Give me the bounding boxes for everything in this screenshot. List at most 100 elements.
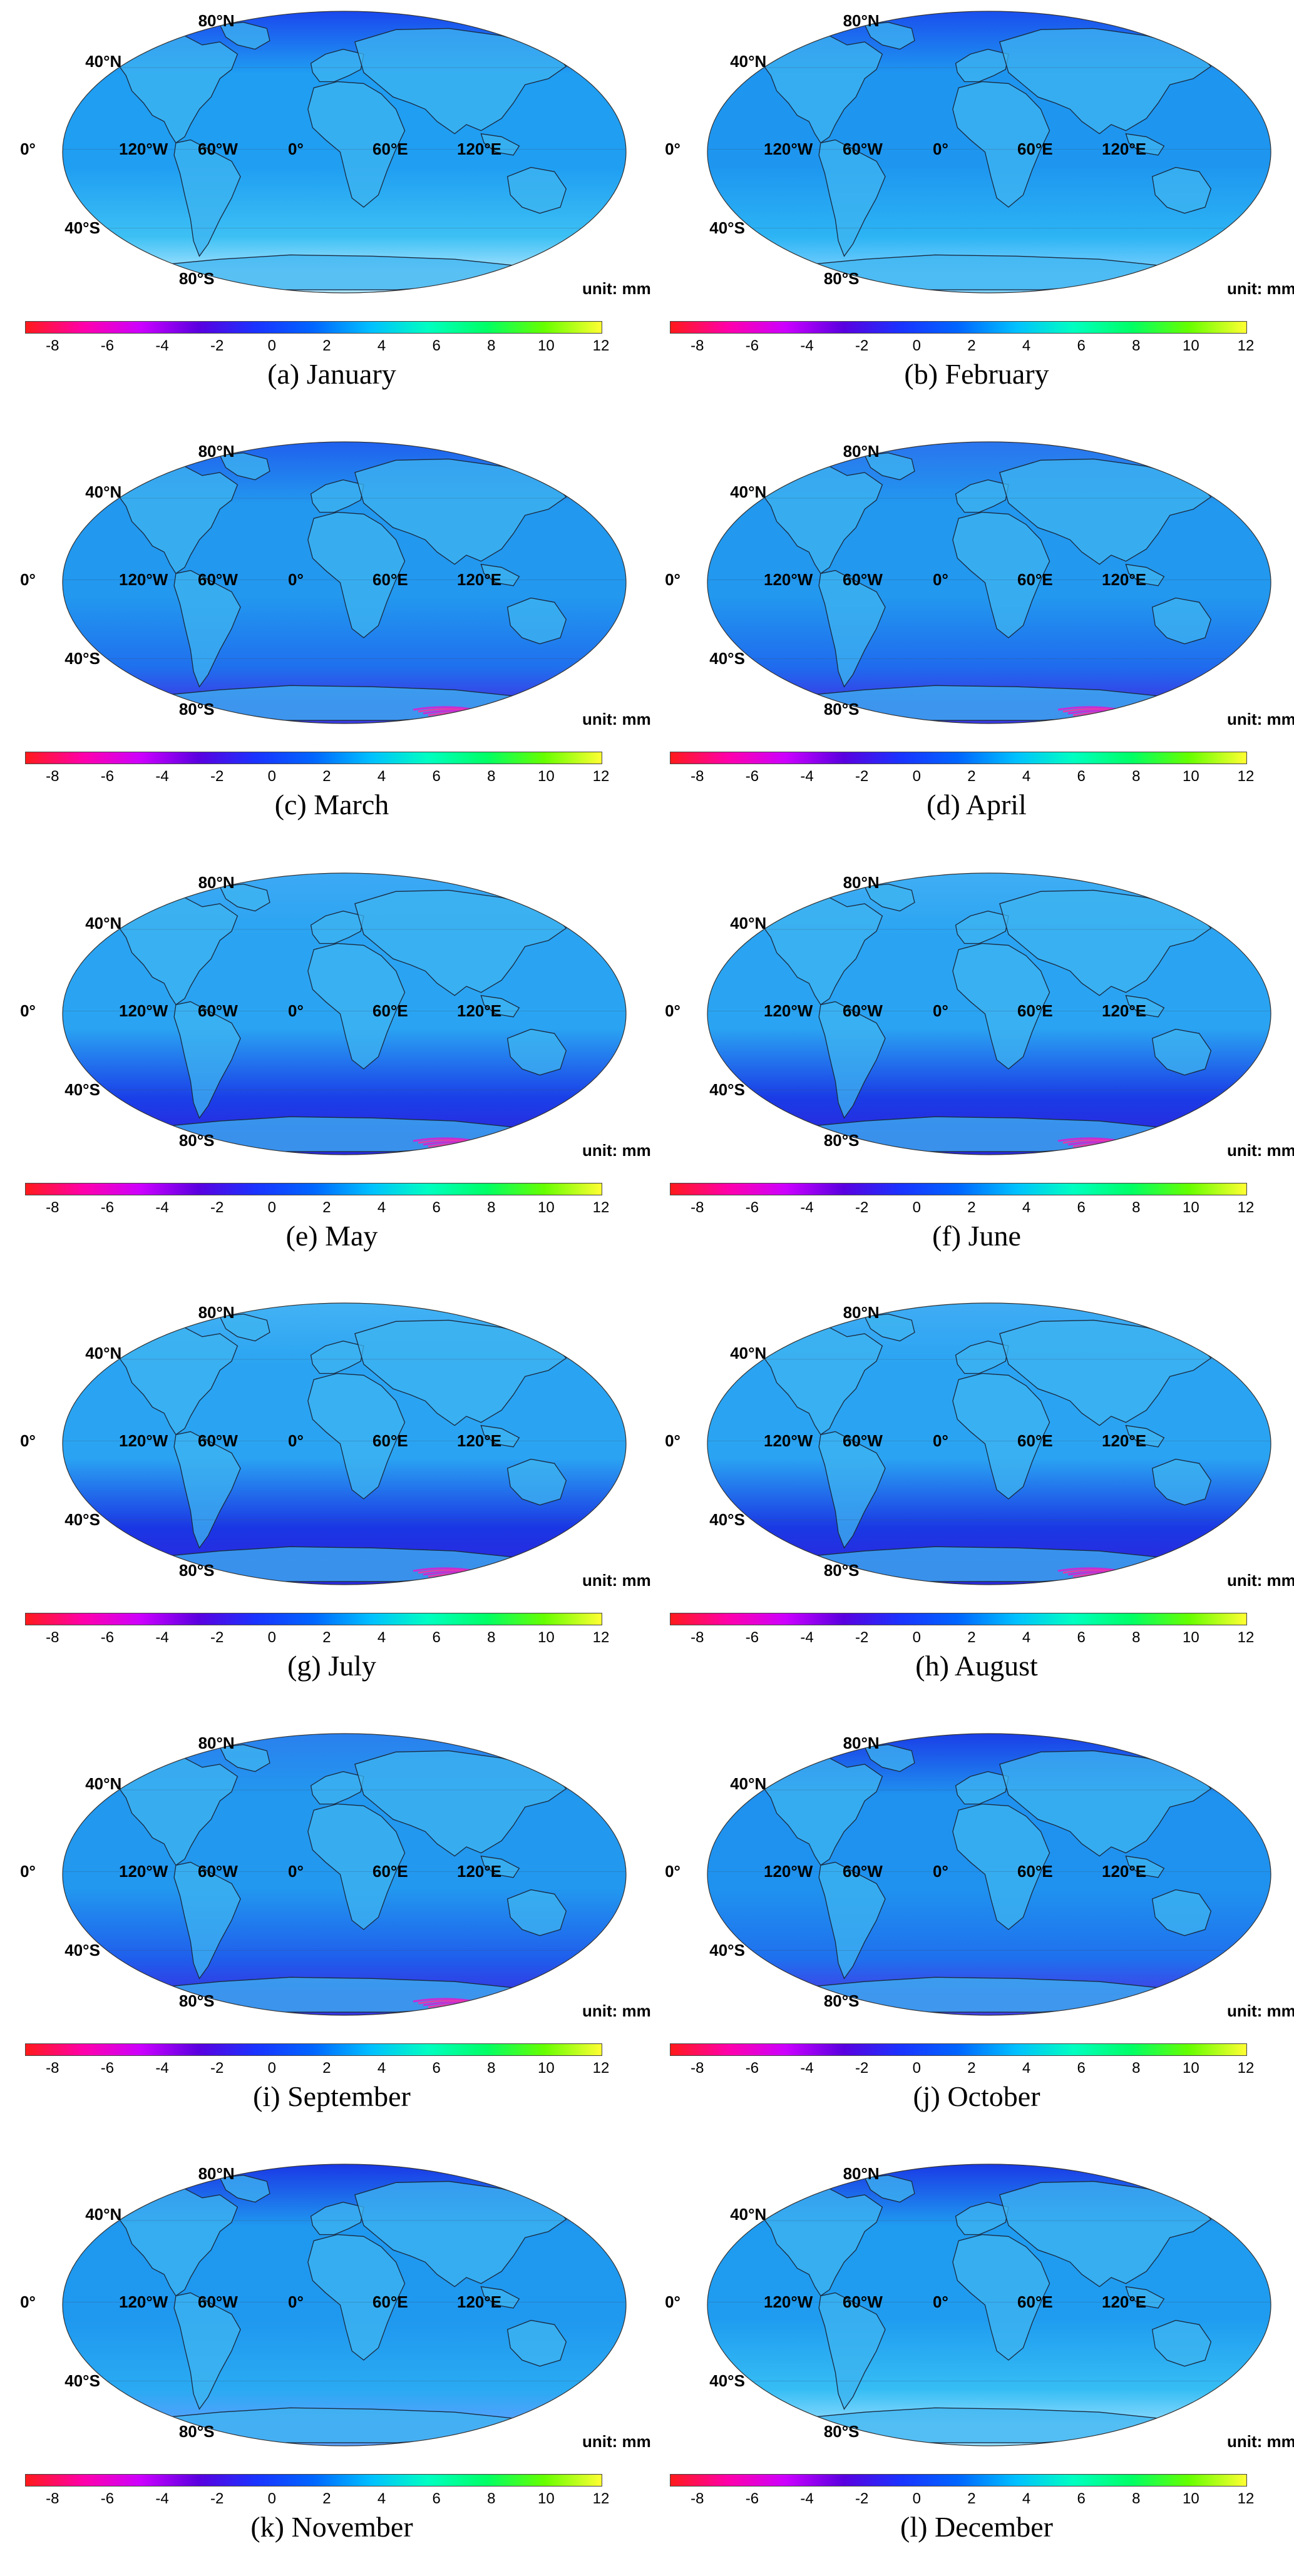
latitude-label: 80°N xyxy=(198,1733,235,1752)
continent-outline xyxy=(955,479,1009,513)
latitude-label: 80°N xyxy=(843,2164,880,2183)
colorbar-tick-label: 12 xyxy=(1237,337,1255,354)
continent-outline xyxy=(480,994,520,1018)
continent-outline xyxy=(307,81,406,208)
colorbar-tick-label: 4 xyxy=(1022,337,1031,354)
latitude-label: 40°S xyxy=(64,1080,100,1099)
latitude-label: 40°S xyxy=(709,1080,745,1099)
colorbar-tick-label: 0 xyxy=(912,768,921,785)
continent-outline xyxy=(1151,1889,1212,1936)
latitude-label: 80°S xyxy=(178,699,215,718)
colorbar-tick-label: 4 xyxy=(377,1199,386,1216)
continent-outline xyxy=(219,1744,270,1772)
colorbar-tick-label: -2 xyxy=(855,1629,869,1646)
antarctic-anomaly-band xyxy=(428,1143,579,1154)
colorbar xyxy=(670,752,1247,764)
antarctic-anomaly-band xyxy=(433,1145,584,1155)
antarctic-anomaly-band xyxy=(443,2009,594,2015)
colorbar-tick-label: 8 xyxy=(1132,337,1141,354)
unit-label: unit: mm xyxy=(582,2001,651,2020)
robinson-map xyxy=(62,1733,627,2016)
continent-outline xyxy=(752,458,883,575)
colorbar-tick-label: -6 xyxy=(100,1199,115,1216)
continent-outline xyxy=(480,133,520,156)
colorbar-tick-label: 12 xyxy=(592,1629,610,1646)
latitude-label: 40°N xyxy=(730,914,767,933)
latitude-label: 40°S xyxy=(64,1940,100,1960)
longitude-label: 60°W xyxy=(198,1001,238,1020)
latitude-label: 0° xyxy=(20,1431,36,1450)
latitude-label: 40°N xyxy=(85,52,122,71)
colorbar-tick-label: 4 xyxy=(1022,768,1031,785)
robinson-map xyxy=(62,1302,627,1585)
continent-outline xyxy=(864,883,915,912)
continent-outline xyxy=(173,139,241,257)
antarctic-anomaly-band xyxy=(433,1575,584,1585)
longitude-label: 120°E xyxy=(457,139,502,158)
colorbar-tick-label: -8 xyxy=(46,2060,59,2077)
colorbar-tick-label: -2 xyxy=(855,1199,869,1216)
continent-outline xyxy=(506,1028,567,1076)
panel-caption: (h) August xyxy=(915,1650,1038,1682)
continent-outline xyxy=(955,2201,1009,2236)
continent-outline xyxy=(818,570,886,688)
unit-label: unit: mm xyxy=(582,1141,651,1160)
colorbar-tick-label: 10 xyxy=(538,2490,555,2507)
antarctic-anomaly-band xyxy=(1082,715,1234,723)
colorbar-tick-label: 6 xyxy=(432,2060,441,2077)
longitude-label: 60°E xyxy=(372,2292,408,2311)
colorbar-tick-label: 12 xyxy=(592,2490,610,2507)
longitude-label: 120°E xyxy=(457,570,502,589)
longitude-label: 60°E xyxy=(1017,1861,1053,1881)
colorbar-tick-label: 2 xyxy=(967,1629,976,1646)
map-panel: 80°N 40°N 0° 40°S 80°S 120°W 60°W 0° 60°E 120°E un… xyxy=(664,1727,1294,2115)
latitude-label: 0° xyxy=(20,1861,36,1881)
continent-outline xyxy=(1151,1458,1212,1506)
latitude-label: 40°S xyxy=(709,218,745,237)
continent-outline xyxy=(955,1340,1009,1374)
colorbar-tick-label: -6 xyxy=(745,2060,759,2077)
latitude-label: 80°N xyxy=(843,1733,880,1752)
colorbar-tick-label: 4 xyxy=(1022,1199,1031,1216)
colorbar-tick-label: 4 xyxy=(377,2490,386,2507)
antarctic-anomaly-band xyxy=(1077,1575,1229,1585)
colorbar xyxy=(25,1183,602,1195)
latitude-label: 80°S xyxy=(178,1130,215,1150)
colorbar-tick-label: 6 xyxy=(432,2490,441,2507)
colorbar-tick-label: 10 xyxy=(1183,768,1199,785)
continent-outline xyxy=(818,1431,886,1549)
latitude-label: 40°S xyxy=(64,1510,100,1529)
unit-label: unit: mm xyxy=(1227,279,1294,298)
colorbar-tick-label: -6 xyxy=(100,2060,115,2077)
panel-caption: (i) September xyxy=(253,2080,411,2112)
longitude-label: 120°W xyxy=(119,139,168,158)
longitude-label: 60°W xyxy=(198,1861,238,1881)
antarctic-anomaly-band xyxy=(438,715,589,723)
colorbar-tick-label: 4 xyxy=(377,768,386,785)
continent-outline xyxy=(952,81,1050,208)
colorbar-tick-label: -2 xyxy=(210,337,224,354)
colorbar-tick-label: -8 xyxy=(46,337,59,354)
latitude-label: 40°N xyxy=(85,2205,122,2224)
colorbar-tick-label: 12 xyxy=(592,1199,610,1216)
panel-caption: (k) November xyxy=(250,2511,413,2543)
colorbar-tick-label: -8 xyxy=(46,1629,59,1646)
colorbar-tick-label: -2 xyxy=(210,2490,224,2507)
continent-outline xyxy=(173,1861,241,1980)
panel-caption: (b) February xyxy=(904,358,1049,390)
robinson-map xyxy=(707,1733,1271,2016)
colorbar-tick-label: 10 xyxy=(538,1629,555,1646)
colorbar-tick-label: 10 xyxy=(538,337,555,354)
robinson-map xyxy=(62,441,627,724)
colorbar-tick-label: -6 xyxy=(100,1629,115,1646)
continent-outline xyxy=(307,511,406,638)
colorbar-tick-label: 12 xyxy=(592,768,610,785)
colorbar-tick-label: 6 xyxy=(1077,2060,1086,2077)
continent-outline xyxy=(310,2201,364,2236)
continent-outline xyxy=(752,1750,883,1866)
antarctic-anomaly-band xyxy=(443,717,594,723)
colorbar-tick-label: 2 xyxy=(322,768,331,785)
map-border xyxy=(707,1733,1271,2016)
longitude-label: 120°W xyxy=(119,570,168,589)
longitude-label: 120°W xyxy=(119,1431,168,1450)
